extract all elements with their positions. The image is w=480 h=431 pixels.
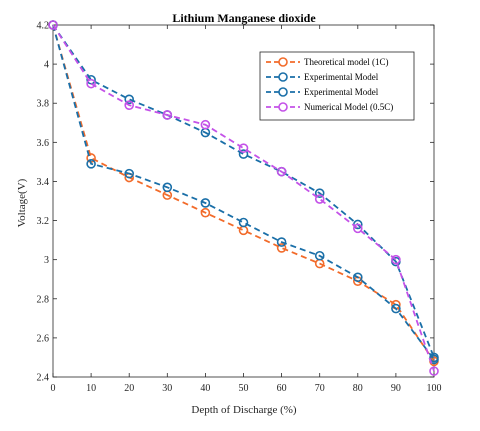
series-line [52, 24, 435, 360]
y-tick-label: 4.2 [37, 21, 50, 32]
axes: 0 10 20 30 40 50 60 70 80 90 100 2.4 2.6 2.8 3 3.2 3.4 3.… [37, 21, 442, 395]
series-2 [48, 20, 439, 365]
legend-label: Experimental Model [304, 87, 379, 97]
data-point [314, 194, 325, 204]
y-tick-label: 2.4 [37, 373, 50, 384]
data-point [391, 254, 401, 265]
legend-marker [278, 72, 288, 82]
x-tick-label: 20 [124, 383, 134, 394]
y-tick-label: 3.2 [37, 216, 50, 227]
data-point [238, 143, 249, 153]
chart-title: Lithium Manganese dioxide [172, 11, 316, 25]
y-tick-label: 2.6 [37, 333, 50, 344]
data-point [429, 366, 439, 376]
data-point [86, 78, 96, 89]
legend-label: Experimental Model [304, 72, 379, 82]
series-4 [48, 20, 439, 376]
data-point [48, 20, 58, 30]
y-tick-label: 3.4 [37, 177, 50, 188]
legend-item: Numerical Model (0.5C) [266, 102, 393, 112]
data-point [276, 237, 287, 247]
y-axis-label: Voltage(V) [16, 178, 28, 227]
series-line [52, 24, 435, 372]
data-point [352, 272, 363, 283]
data-point [238, 217, 249, 228]
data-point [162, 182, 173, 193]
data-point [314, 188, 325, 198]
y-tick-label: 4 [44, 60, 49, 71]
x-axis-label: Depth of Discharge (%) [191, 404, 297, 416]
x-tick-label: 40 [200, 383, 210, 394]
y-tick-label: 3.6 [37, 138, 50, 149]
x-tick-label: 100 [427, 383, 442, 394]
series-line [52, 24, 435, 358]
x-tick-label: 0 [51, 383, 56, 394]
data-point [314, 250, 325, 261]
data-point [276, 243, 287, 253]
legend-item: Theoretical model (1C) [266, 57, 388, 67]
legend-marker [278, 57, 288, 67]
y-tick-label: 3 [44, 255, 49, 266]
x-tick-label: 30 [162, 383, 172, 394]
data-point [124, 100, 134, 110]
data-point [200, 119, 211, 130]
legend-label: Numerical Model (0.5C) [304, 102, 393, 112]
y-tick-label: 2.8 [37, 294, 50, 305]
legend: Theoretical model (1C) Experimental Model… [259, 51, 415, 121]
data-point [86, 159, 96, 169]
legend-label: Theoretical model (1C) [304, 57, 388, 67]
data-point [276, 166, 287, 177]
data-point [352, 223, 363, 234]
legend-item: Experimental Model [266, 87, 379, 97]
legend-marker [278, 87, 288, 97]
data-point [391, 303, 401, 314]
legend-marker [278, 102, 288, 112]
y-tick-label: 3.8 [37, 99, 50, 110]
data-point [162, 110, 173, 120]
data-point [238, 149, 249, 159]
x-tick-label: 90 [391, 383, 401, 394]
series-group [48, 20, 439, 376]
data-point [124, 168, 134, 179]
data-point [200, 198, 211, 208]
x-tick-label: 60 [277, 383, 287, 394]
data-point [200, 207, 211, 218]
x-tick-label: 10 [86, 383, 96, 394]
legend-item: Experimental Model [266, 72, 379, 82]
data-point [429, 352, 439, 363]
x-tick-label: 70 [315, 383, 325, 394]
x-tick-label: 80 [353, 383, 363, 394]
data-point [124, 94, 134, 105]
x-tick-label: 50 [239, 383, 249, 394]
